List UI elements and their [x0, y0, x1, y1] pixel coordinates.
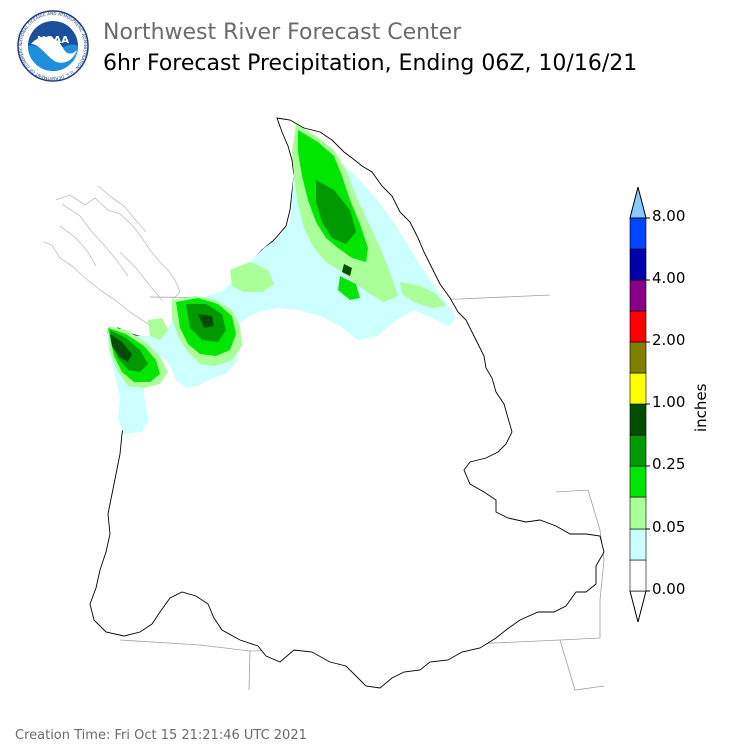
legend-bin-purple — [629, 279, 647, 312]
legend-bin-white — [629, 559, 647, 592]
product-title: 6hr Forecast Precipitation, Ending 06Z, … — [103, 51, 638, 76]
legend-bin-navy — [629, 248, 647, 281]
legend-bin-yellow — [629, 372, 647, 405]
precipitation-map — [43, 117, 605, 691]
legend-tick-label: 0.00 — [652, 580, 686, 598]
legend-max-arrow — [629, 186, 647, 219]
legend-bin-mid-green — [629, 434, 647, 467]
legend-bin-light-cyan — [629, 528, 647, 561]
legend-bin-dark-green — [629, 403, 647, 436]
legend-min-arrow — [629, 590, 647, 623]
noaa-logo-text: NOAA — [37, 35, 69, 46]
precip-extreme — [110, 264, 352, 362]
legend-bin-olive — [629, 341, 647, 374]
legend-tick-label: 4.00 — [652, 269, 686, 287]
legend-bin-green — [629, 465, 647, 498]
legend-bin-light-green — [629, 496, 647, 530]
bc-coastline — [43, 185, 181, 346]
creation-time: Creation Time: Fri Oct 15 21:21:46 UTC 2… — [15, 728, 307, 743]
precip-legend — [629, 186, 650, 623]
legend-tick-label: 0.25 — [652, 455, 686, 473]
legend-units-label: inches — [692, 383, 710, 432]
legend-tick-label: 1.00 — [652, 393, 686, 411]
noaa-logo: NATIONAL OCEANIC AND ATMOSPHERIC ADMINIS… — [17, 10, 89, 82]
legend-tick-label: 0.05 — [652, 518, 686, 536]
agency-title: Northwest River Forecast Center — [103, 20, 462, 45]
legend-tick-label: 8.00 — [652, 207, 686, 225]
legend-tick-label: 2.00 — [652, 331, 686, 349]
legend-bin-blue — [629, 217, 647, 250]
precip-light — [108, 140, 456, 434]
legend-bin-red — [629, 310, 647, 343]
